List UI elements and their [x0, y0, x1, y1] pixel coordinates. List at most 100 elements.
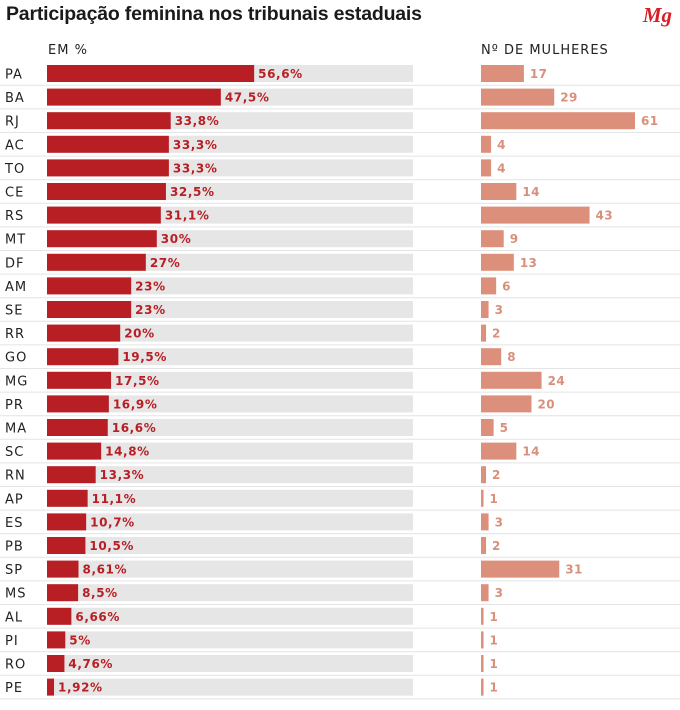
percent-bar — [47, 371, 112, 389]
percent-bar — [47, 678, 55, 696]
count-value-label: 31 — [565, 563, 583, 577]
count-value-label: 14 — [522, 445, 540, 459]
percent-bar — [47, 88, 221, 106]
percent-bar — [47, 324, 121, 342]
percent-value-label: 30% — [161, 232, 192, 246]
percent-bar — [47, 65, 255, 82]
percent-value-label: 11,1% — [92, 492, 137, 506]
count-value-label: 24 — [548, 374, 566, 388]
count-value-label: 14 — [522, 185, 540, 199]
state-label: RS — [5, 209, 24, 224]
percent-value-label: 56,6% — [258, 67, 303, 81]
count-bar — [481, 65, 524, 82]
percent-value-label: 10,5% — [89, 539, 134, 553]
percent-bar — [47, 466, 96, 484]
count-value-label: 2 — [492, 468, 501, 482]
percent-bar — [47, 159, 169, 177]
state-label: SC — [5, 445, 24, 460]
count-value-label: 3 — [495, 303, 504, 317]
percent-value-label: 4,76% — [68, 657, 113, 671]
percent-bar — [47, 253, 146, 271]
percent-track — [47, 348, 413, 366]
state-label: SP — [5, 563, 23, 578]
count-bar — [481, 301, 489, 318]
percent-bar — [47, 419, 108, 436]
state-label: BA — [5, 91, 25, 106]
state-label: MS — [5, 587, 26, 602]
count-bar — [481, 489, 484, 507]
percent-track — [47, 678, 413, 696]
percent-bar — [47, 584, 79, 602]
percent-column-header: EM % — [48, 43, 88, 58]
state-label: AC — [5, 138, 25, 153]
count-value-label: 5 — [500, 421, 509, 435]
state-label: MG — [5, 374, 28, 389]
state-label: DF — [5, 256, 25, 271]
percent-track — [47, 301, 413, 318]
percent-bar — [47, 537, 86, 554]
percent-value-label: 31,1% — [165, 209, 210, 223]
mg-logo: Mg — [642, 3, 672, 27]
count-value-label: 4 — [497, 138, 506, 152]
count-value-label: 43 — [596, 209, 614, 223]
count-bar — [481, 324, 487, 342]
percent-value-label: 6,66% — [75, 610, 120, 624]
percent-value-label: 33,3% — [173, 138, 218, 152]
percent-value-label: 10,7% — [90, 515, 135, 529]
percent-track — [47, 442, 413, 460]
percent-track — [47, 466, 413, 484]
count-bar — [481, 253, 514, 271]
state-label: PE — [5, 681, 23, 696]
percent-value-label: 20% — [124, 327, 155, 341]
count-bar — [481, 135, 492, 153]
count-value-label: 1 — [490, 681, 499, 695]
count-bar — [481, 466, 487, 484]
count-value-label: 13 — [520, 256, 538, 270]
count-column-header: Nº DE MULHERES — [481, 43, 609, 58]
percent-bar — [47, 489, 88, 507]
count-bar — [481, 584, 489, 602]
percent-value-label: 14,8% — [105, 445, 150, 459]
chart-title: Participação feminina nos tribunais esta… — [6, 3, 422, 25]
count-bar — [481, 395, 532, 413]
count-value-label: 4 — [497, 161, 506, 175]
percent-track — [47, 489, 413, 507]
count-bar — [481, 159, 492, 177]
percent-value-label: 1,92% — [58, 681, 103, 695]
state-label: MA — [5, 422, 27, 437]
count-value-label: 9 — [510, 232, 519, 246]
state-label: PR — [5, 398, 24, 413]
percent-value-label: 32,5% — [170, 185, 215, 199]
count-value-label: 20 — [537, 397, 555, 411]
percent-value-label: 8,61% — [83, 563, 128, 577]
percent-value-label: 13,3% — [100, 468, 145, 482]
state-label: PB — [5, 540, 24, 555]
count-value-label: 1 — [490, 492, 499, 506]
count-bar — [481, 560, 560, 578]
count-value-label: 2 — [492, 539, 501, 553]
state-label: TO — [4, 162, 25, 177]
state-label: ES — [5, 516, 23, 531]
percent-value-label: 23% — [135, 303, 166, 317]
percent-value-label: 17,5% — [115, 374, 160, 388]
count-value-label: 3 — [495, 586, 504, 600]
percent-track — [47, 537, 413, 554]
percent-value-label: 16,6% — [112, 421, 157, 435]
percent-bar — [47, 513, 87, 531]
percent-bar — [47, 206, 161, 224]
count-bar — [481, 607, 484, 625]
state-label: PI — [5, 634, 19, 649]
state-label: AM — [5, 280, 27, 295]
percent-track — [47, 631, 413, 649]
percent-bar — [47, 183, 166, 200]
percent-track — [47, 371, 413, 389]
count-value-label: 6 — [502, 279, 511, 293]
percent-track — [47, 395, 413, 413]
count-bar — [481, 348, 502, 366]
count-bar — [481, 513, 489, 531]
percent-value-label: 19,5% — [122, 350, 167, 364]
percent-value-label: 33,3% — [173, 161, 218, 175]
percent-track — [47, 655, 413, 672]
state-label: MT — [5, 233, 26, 248]
